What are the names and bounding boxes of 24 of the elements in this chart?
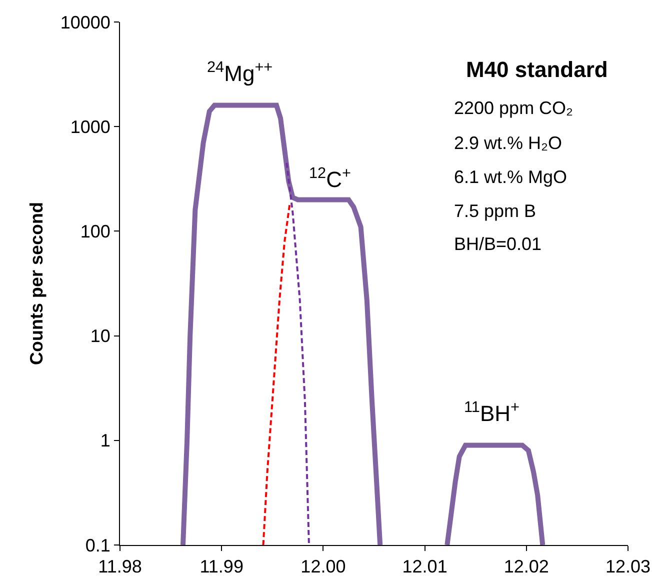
x-tick-label: 12.00 [300,556,346,577]
annotation: BH/B=0.01 [454,234,542,254]
y-tick-label: 10000 [60,12,110,32]
annotation: $^{24}$Mg$^{++}$ [207,59,273,86]
annotation: $^{12}$C$^{+}$ [309,165,352,192]
line-series [262,204,291,545]
annotation: M40 standard [466,57,608,82]
x-tick-label: 12.02 [504,556,549,577]
y-tick-label: 1 [100,430,110,451]
annotation: 6.1 wt.% MgO [454,167,568,187]
x-tick-label: 11.98 [98,556,142,577]
y-tick-label: 0.1 [85,535,110,556]
x-tick-label: 12.03 [605,556,651,577]
y-tick-label: 1000 [70,116,110,137]
y-tick-label: 100 [80,222,110,242]
annotation: 2200 ppm CO₂ [454,98,574,118]
y-tick-label: 10 [90,326,110,346]
y-axis-title: Counts per second [26,202,47,366]
annotation: 2.9 wt.% H₂O [454,133,562,153]
x-tick-label: 12.01 [402,556,448,577]
annotation: 7.5 ppm B [454,201,536,221]
annotation: $^{11}$BH$^{+}$ [464,399,520,426]
x-tick-label: 11.99 [200,556,244,577]
line-series [286,162,310,545]
